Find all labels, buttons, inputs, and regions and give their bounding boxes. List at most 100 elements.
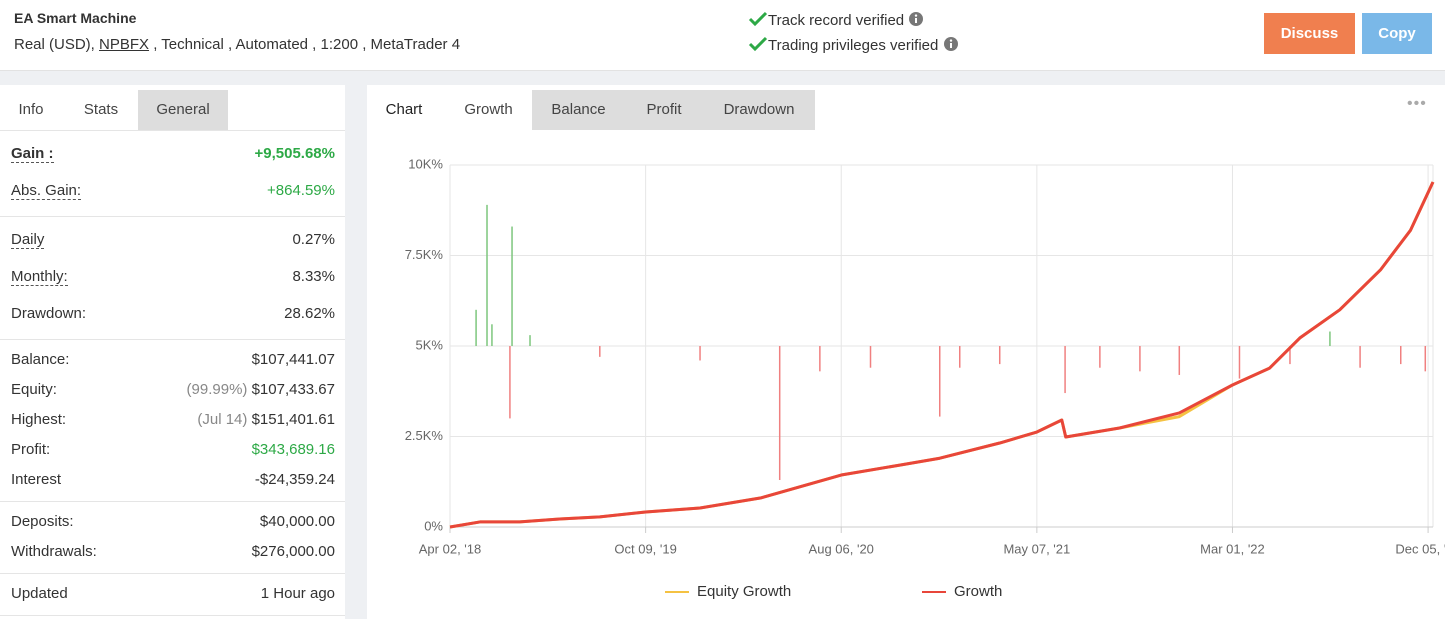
- stats-row: Profit: $343,689.16: [11, 434, 335, 464]
- discuss-button[interactable]: Discuss: [1264, 13, 1355, 54]
- verified: Track record verified: [748, 11, 924, 29]
- stat-value: $40,000.00: [259, 512, 335, 530]
- y-tick-label: 0%: [424, 518, 443, 533]
- stat-label: Drawdown:: [11, 305, 87, 322]
- tab[interactable]: Drawdown: [703, 90, 815, 130]
- tab-active[interactable]: Growth: [445, 90, 532, 130]
- stats-group: Updated 1 Hour ago: [0, 574, 345, 616]
- stat-label: Balance:: [11, 350, 70, 368]
- info-icon[interactable]: [908, 11, 924, 27]
- menu-icon[interactable]: •••: [1407, 95, 1427, 112]
- stat-label: Highest:: [11, 410, 67, 428]
- y-tick-label: 2.5K%: [405, 428, 444, 443]
- tab-label: Chart: [385, 101, 423, 118]
- stats-row: Deposits: $40,000.00: [11, 506, 335, 536]
- stats-row: Balance: $107,441.07: [11, 344, 335, 374]
- y-tick-label: 5K%: [416, 337, 444, 352]
- stat-value: $276,000.00: [251, 542, 335, 560]
- stat-value-wrap: $40,000.00: [260, 513, 335, 530]
- tab[interactable]: Info: [18, 101, 44, 118]
- stat-value-wrap: 28.62%: [284, 305, 335, 322]
- stat-value: $107,433.67: [251, 380, 335, 398]
- stat-value-wrap: $343,689.16: [252, 441, 335, 458]
- series-line: [449, 181, 1435, 529]
- tab[interactable]: Balance: [532, 90, 625, 130]
- stat-value: $343,689.16: [251, 440, 335, 458]
- stat-value: 0.27%: [292, 231, 335, 248]
- stat-value-wrap: (99.99%) $107,433.67: [187, 381, 335, 398]
- broker-link[interactable]: NPBFX: [99, 36, 150, 53]
- stats-row: Withdrawals: $276,000.00: [11, 536, 335, 566]
- stat-value: $151,401.61: [251, 410, 335, 428]
- stats-row: Updated 1 Hour ago: [11, 578, 335, 608]
- stat-value: -$24,359.24: [254, 470, 335, 488]
- stats-group: Gain : +9,505.68% Abs. Gain: +864.59%: [0, 131, 345, 217]
- tab[interactable]: General: [138, 90, 228, 130]
- subtitle: Real (USD), NPBFX , Technical , Automate…: [14, 36, 460, 53]
- stat-value: 8.33%: [292, 268, 335, 285]
- stat-value-wrap: +9,505.68%: [255, 145, 336, 162]
- info-icon[interactable]: [943, 36, 959, 52]
- stat-value: +864.59%: [267, 182, 335, 199]
- verified: Trading privileges verified: [748, 36, 959, 54]
- stats-row: Equity: (99.99%) $107,433.67: [11, 374, 335, 404]
- stat-label[interactable]: Daily: [11, 230, 45, 249]
- x-tick-label: Oct 09, '19: [614, 541, 676, 556]
- stat-value-wrap: $276,000.00: [252, 543, 335, 560]
- stat-value-wrap: $107,441.07: [252, 351, 335, 368]
- x-tick-label: Apr 02, '18: [419, 541, 481, 556]
- stats-row: Interest -$24,359.24: [11, 464, 335, 494]
- check-icon: [748, 36, 768, 52]
- subtitle-text: Real (USD),: [14, 36, 100, 53]
- stat-note: (99.99%): [186, 380, 248, 398]
- verified-text: Track record verified: [768, 12, 905, 29]
- x-tick-label: May 07, '21: [1003, 541, 1070, 556]
- legend-label: Equity Growth: [697, 583, 791, 600]
- stat-label[interactable]: Monthly:: [11, 267, 68, 286]
- stats-row: Abs. Gain: +864.59%: [11, 172, 335, 209]
- stat-note: (Jul 14): [197, 410, 248, 428]
- stat-label[interactable]: Abs. Gain:: [11, 181, 82, 200]
- stat-label: Interest: [11, 470, 62, 488]
- stats-row: Daily 0.27%: [11, 221, 335, 258]
- stat-value: +9,505.68%: [254, 145, 336, 162]
- stat-label: Equity:: [11, 380, 57, 398]
- stat-value-wrap: 8.33%: [292, 268, 335, 285]
- stats-group: Deposits: $40,000.00 Withdrawals: $276,000.…: [0, 502, 345, 574]
- stat-value: 28.62%: [284, 305, 335, 322]
- stats-row: Highest: (Jul 14) $151,401.61: [11, 404, 335, 434]
- stats-row: Monthly: 8.33%: [11, 258, 335, 295]
- stat-value-wrap: (Jul 14) $151,401.61: [197, 411, 335, 428]
- chart: 0% 2.5K% 5K% 7.5K% 10K% Apr 02, '18 Oct 09, '1…: [405, 156, 1445, 600]
- stat-label: Withdrawals:: [11, 542, 97, 560]
- stats-group: Balance: $107,441.07 Equity: (99.99%) $107,…: [0, 340, 345, 502]
- stats-row: Drawdown: 28.62%: [11, 295, 335, 332]
- tab-active[interactable]: Stats: [64, 90, 138, 130]
- stat-value-wrap: 1 Hour ago: [261, 585, 335, 602]
- x-tick-label: Dec 05, '22: [1395, 541, 1445, 556]
- subtitle-text: , Technical , Automated , 1:200 , MetaTr…: [149, 36, 461, 53]
- stat-label: Updated: [11, 584, 68, 602]
- stats-list: Gain : +9,505.68% Abs. Gain: +864.59% Daily 0…: [0, 130, 345, 616]
- stats-group: Daily 0.27% Monthly: 8.33% Drawdown: 28.62%: [0, 217, 345, 340]
- y-tick-label: 10K%: [408, 156, 443, 171]
- chart-panel: Chart Growth Balance Profit Drawdown •••…: [367, 85, 1445, 619]
- stat-value-wrap: 0.27%: [292, 231, 335, 248]
- copy-button[interactable]: Copy: [1362, 13, 1432, 54]
- stats-row: Gain : +9,505.68%: [11, 135, 335, 172]
- x-tick-label: Aug 06, '20: [809, 541, 874, 556]
- stat-label: Profit:: [11, 440, 51, 458]
- tab[interactable]: Profit: [625, 90, 703, 130]
- title: EA Smart Machine: [14, 10, 137, 26]
- check-icon: [748, 11, 768, 27]
- stats-panel: Info Stats General Gain : +9,505.68% Abs. …: [0, 85, 345, 619]
- stat-label[interactable]: Gain :: [11, 144, 54, 163]
- stat-value-wrap: -$24,359.24: [255, 471, 335, 488]
- legend-label: Growth: [954, 583, 1002, 600]
- y-tick-label: 7.5K%: [405, 247, 444, 262]
- x-tick-label: Mar 01, '22: [1200, 541, 1265, 556]
- series-line: [449, 181, 1435, 529]
- verified-text: Trading privileges verified: [768, 37, 939, 54]
- stat-value: $107,441.07: [251, 350, 335, 368]
